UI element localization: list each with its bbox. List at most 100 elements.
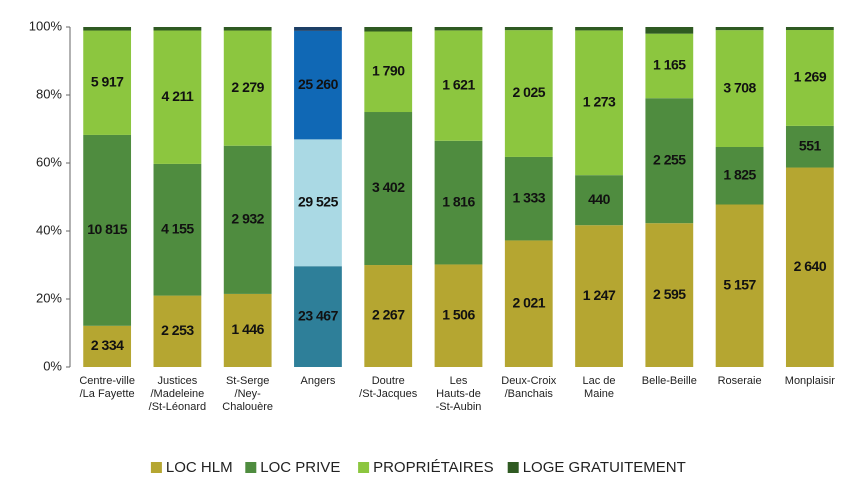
value-label: 3 402: [372, 179, 405, 195]
bar-segment: [504, 156, 553, 241]
bar-segment: [153, 295, 202, 367]
bar-segment: [715, 30, 764, 147]
bar-segment: [785, 167, 834, 367]
x-tick-line: Monplaisir: [785, 375, 835, 387]
x-tick-label: Justices/Madeleine/St-Léonard: [149, 375, 206, 413]
x-tick-line: /St-Jacques: [359, 388, 418, 400]
bar-segment: [504, 27, 553, 31]
bar-segment: [294, 27, 342, 31]
x-tick-line: Lac de: [583, 375, 616, 387]
value-label: 2 595: [653, 286, 686, 302]
value-label: 10 815: [87, 221, 128, 237]
legend-swatch: [150, 462, 162, 473]
bar-segment: [364, 265, 413, 367]
x-tick-line: Doutre: [372, 375, 405, 387]
x-tick-line: /Ney-: [235, 388, 262, 400]
legend-swatch: [245, 462, 257, 473]
value-label: 3 708: [723, 79, 756, 95]
bar-segment: [434, 27, 483, 31]
legend-label: PROPRIÉTAIRES: [373, 459, 494, 476]
x-tick-line: Justices: [158, 375, 198, 387]
y-tick-label: 80%: [36, 86, 62, 101]
bar-segment: [504, 240, 553, 367]
value-label: 29 525: [298, 193, 339, 209]
value-label: 1 621: [442, 76, 475, 92]
bar-segment: [153, 27, 202, 31]
value-label: 2 279: [231, 79, 264, 95]
value-label: 1 816: [442, 193, 475, 209]
value-label: 551: [799, 137, 822, 153]
x-tick-line: Angers: [301, 375, 336, 387]
value-label: 1 165: [653, 57, 686, 73]
bar-segment: [223, 30, 272, 146]
bar-segment: [645, 223, 694, 367]
value-label: 2 253: [161, 322, 194, 338]
bar-segment: [294, 266, 342, 367]
x-tick-line: /St-Léonard: [149, 401, 206, 413]
x-tick-label: Centre-ville/La Fayette: [79, 375, 135, 400]
value-label: 1 333: [512, 189, 545, 205]
value-label: 1 273: [583, 93, 616, 109]
bar-segment: [434, 140, 483, 265]
y-tick-label: 60%: [36, 154, 62, 169]
x-tick-line: -St-Aubin: [436, 401, 482, 413]
bar-segment: [645, 33, 694, 99]
x-tick-line: Deux-Croix: [501, 375, 557, 387]
x-tick-line: Chalouère: [222, 401, 273, 413]
x-tick-line: Roseraie: [718, 375, 762, 387]
bar-segment: [83, 27, 132, 31]
value-label: 1 825: [723, 166, 756, 182]
x-tick-label: Belle-Beille: [642, 375, 697, 387]
bar-segment: [223, 27, 272, 31]
x-tick-label: Monplaisir: [785, 375, 835, 387]
bar-segment: [575, 175, 623, 226]
x-tick-line: Les: [450, 375, 468, 387]
x-tick-label: Deux-Croix/Banchais: [501, 375, 557, 400]
value-label: 25 260: [298, 76, 339, 92]
value-label: 2 021: [512, 294, 545, 310]
value-label: 5 157: [723, 276, 756, 292]
bar-segment: [223, 293, 272, 367]
legend-swatch: [507, 462, 519, 473]
y-tick-label: 0%: [43, 358, 62, 373]
value-label: 440: [588, 191, 611, 207]
bar-segment: [434, 30, 483, 141]
bar-segment: [575, 30, 623, 176]
x-tick-line: St-Serge: [226, 375, 269, 387]
bar-segment: [434, 264, 483, 367]
bar-segment: [645, 98, 694, 224]
bar-segment: [715, 27, 764, 31]
y-tick-label: 40%: [36, 222, 62, 237]
bar-segment: [785, 30, 834, 126]
bar-segment: [715, 146, 764, 205]
bar-segment: [294, 30, 342, 140]
x-tick-label: Doutre/St-Jacques: [359, 375, 418, 400]
bar-segment: [153, 163, 202, 296]
x-tick-label: Lac de Maine: [583, 375, 616, 400]
bar-segment: [364, 112, 413, 266]
bar-segment: [364, 31, 413, 113]
x-tick-label: Les Hauts-de -St-Aubin: [436, 375, 482, 413]
bar-segment: [504, 30, 553, 157]
value-label: 23 467: [298, 307, 339, 323]
x-tick-line: Hauts-de: [436, 388, 481, 400]
legend-label: LOC HLM: [166, 459, 233, 476]
x-tick-line: /Madeleine: [150, 388, 204, 400]
x-tick-label: Roseraie: [718, 375, 762, 387]
legend-label: LOGE GRATUITEMENT: [523, 459, 686, 476]
bar-segment: [785, 27, 834, 31]
bar-segment: [83, 30, 132, 135]
value-label: 2 267: [372, 307, 405, 323]
bar-segment: [785, 125, 834, 168]
bar-segment: [645, 27, 694, 34]
value-label: 1 269: [794, 69, 827, 85]
value-label: 1 506: [442, 306, 475, 322]
bar-segment: [715, 204, 764, 367]
bar-segment: [153, 30, 202, 164]
value-label: 2 932: [231, 211, 264, 227]
bar-segment: [83, 325, 132, 367]
x-tick-line: /La Fayette: [80, 388, 135, 400]
bar-segment: [575, 27, 623, 31]
x-tick-line: /Banchais: [505, 388, 554, 400]
